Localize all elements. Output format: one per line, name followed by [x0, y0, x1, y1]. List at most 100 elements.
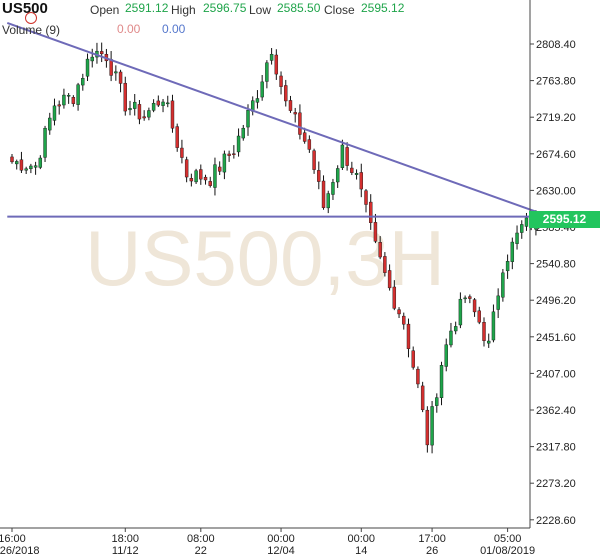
candle-body	[71, 97, 76, 104]
x-tick-label-date: 22	[195, 545, 207, 557]
candle-body	[425, 409, 430, 446]
candle-body	[227, 153, 231, 156]
y-tick-label: 2808.40	[536, 39, 576, 51]
candle	[114, 65, 118, 81]
candle-body	[369, 201, 373, 223]
candle	[57, 100, 61, 115]
candle-body	[373, 222, 378, 242]
candle-body	[340, 144, 345, 168]
candle	[208, 176, 212, 188]
candle	[189, 173, 194, 187]
volume-up-value: 0.00	[117, 22, 141, 36]
candle	[251, 96, 255, 116]
candle	[71, 95, 76, 107]
high-label: High	[171, 3, 196, 17]
candle-body	[298, 112, 302, 135]
candle	[222, 150, 227, 180]
close-label: Close	[324, 3, 355, 17]
candle-body	[161, 101, 165, 106]
candle-body	[468, 296, 472, 299]
candle-body	[307, 139, 312, 150]
candle	[468, 294, 472, 304]
candle	[269, 48, 274, 65]
y-tick-label: 2630.00	[536, 185, 576, 197]
candle	[298, 104, 302, 140]
candle-body	[147, 110, 151, 118]
candle-body	[458, 298, 463, 326]
x-tick-label-date: 11/12	[112, 545, 139, 557]
candle-body	[222, 153, 227, 173]
candle-body	[118, 71, 123, 84]
candle-body	[52, 105, 57, 121]
candle	[236, 128, 241, 157]
candle-body	[477, 310, 481, 323]
x-tick-label-date: 01/08/2019	[480, 545, 535, 557]
trendline-handle-icon[interactable]	[25, 12, 37, 24]
candle	[387, 264, 392, 291]
candle-body	[189, 178, 194, 182]
descending-trendline[interactable]	[6, 22, 551, 218]
candle-body	[397, 309, 401, 315]
candle	[170, 94, 175, 133]
candle-body	[317, 170, 321, 182]
candle	[217, 161, 222, 176]
candle	[213, 157, 217, 196]
candle	[109, 51, 113, 82]
candle	[142, 110, 146, 121]
x-tick-label-time: 00:00	[348, 533, 376, 545]
candle	[373, 213, 378, 244]
candle-body	[312, 150, 316, 170]
candle	[392, 280, 397, 311]
candle-body	[293, 112, 297, 115]
candle	[402, 312, 406, 330]
candle-body	[255, 98, 260, 103]
candle	[133, 94, 137, 116]
open-value: 2591.12	[125, 1, 169, 15]
candle-body	[137, 104, 142, 120]
candle	[496, 288, 500, 319]
x-tick-label-time: 00:00	[267, 533, 295, 545]
y-tick-label: 2763.80	[536, 76, 576, 88]
y-tick-label: 2540.80	[536, 259, 576, 271]
candle	[293, 107, 297, 123]
candle-body	[284, 85, 288, 102]
candle	[458, 292, 463, 329]
candle-body	[302, 132, 307, 142]
candle	[345, 142, 349, 171]
y-tick-label: 2362.40	[536, 405, 576, 417]
candle	[147, 107, 151, 121]
candle-body	[85, 58, 90, 77]
candle	[453, 321, 458, 335]
candle	[335, 165, 340, 188]
candle	[284, 79, 288, 107]
candle	[354, 169, 359, 180]
candle	[472, 297, 477, 317]
candle-body	[439, 365, 444, 398]
candle	[99, 42, 104, 63]
candle-body	[288, 100, 293, 111]
candle	[307, 135, 312, 153]
candle-body	[109, 59, 113, 76]
candle	[199, 164, 203, 185]
candle	[184, 156, 189, 183]
candle-body	[133, 101, 137, 109]
candle-body	[274, 54, 279, 75]
volume-down-value: 0.00	[162, 22, 186, 36]
candle-body	[496, 295, 500, 310]
candle-body	[326, 193, 330, 209]
candle-body	[350, 167, 354, 173]
x-tick-label-time: 08:00	[187, 533, 215, 545]
candle	[435, 393, 439, 413]
candle-body	[57, 104, 61, 107]
candle-body	[156, 100, 161, 106]
candle-body	[81, 78, 85, 86]
candle-body	[76, 84, 80, 105]
candle	[128, 100, 132, 116]
candle-body	[269, 53, 274, 61]
candle	[416, 366, 420, 389]
candle-body	[402, 315, 406, 325]
candle-body	[416, 368, 420, 385]
candle-body	[66, 95, 71, 97]
candle-body	[236, 135, 241, 153]
